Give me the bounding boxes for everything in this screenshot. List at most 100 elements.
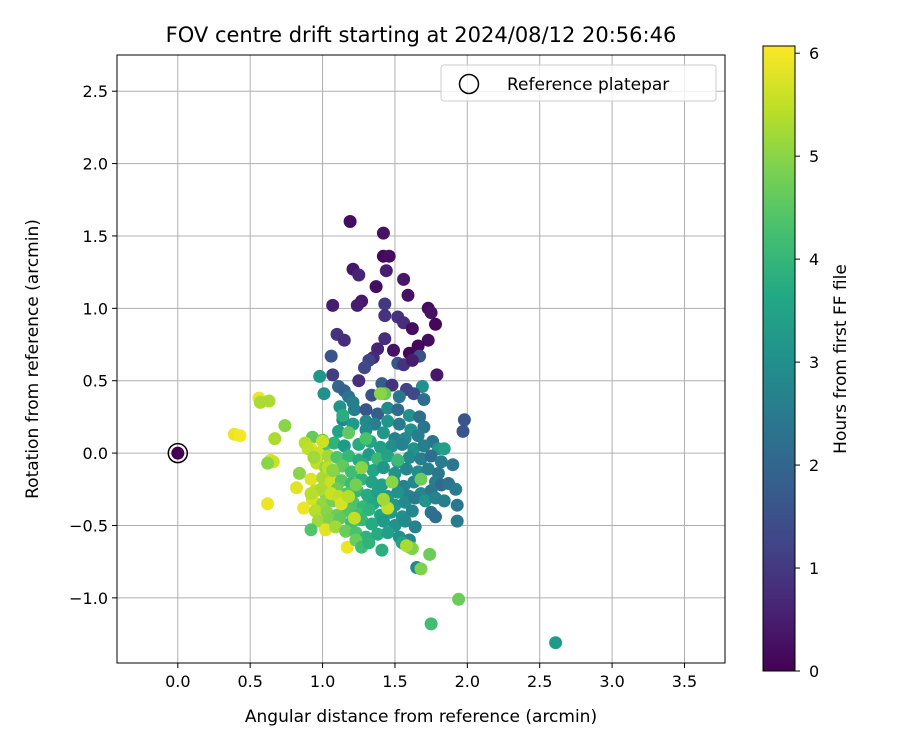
data-point [381, 401, 395, 415]
data-point [429, 317, 442, 331]
data-point [382, 249, 396, 263]
data-point [424, 617, 438, 631]
x-tick-label: 1.5 [382, 672, 407, 691]
data-point [340, 540, 354, 554]
colorbar-tick-label: 1 [809, 559, 819, 578]
data-point [376, 461, 390, 475]
data-point [437, 442, 451, 456]
colorbar-tick-label: 5 [809, 147, 819, 166]
data-point [337, 333, 351, 347]
x-tick-label: 3.5 [672, 672, 697, 691]
data-point [374, 440, 387, 454]
data-point [415, 380, 429, 393]
legend-box [440, 64, 717, 102]
data-point [402, 409, 416, 422]
data-point [376, 226, 390, 240]
data-point [446, 458, 460, 472]
y-tick-label: 0.0 [83, 444, 108, 463]
reference-point-fill [171, 446, 185, 460]
data-point [342, 490, 356, 503]
data-point [397, 272, 411, 286]
data-point [437, 494, 451, 508]
data-point [408, 491, 422, 505]
chart-title: FOV centre drift starting at 2024/08/12 … [166, 23, 677, 47]
data-point [339, 524, 353, 538]
colorbar-tick-label: 3 [809, 353, 819, 372]
data-point [414, 562, 428, 576]
data-point [392, 390, 406, 404]
data-point [332, 424, 345, 438]
data-point [311, 514, 325, 528]
data-point [376, 492, 390, 506]
data-point [387, 343, 400, 357]
data-point [391, 403, 405, 417]
data-point [233, 429, 247, 443]
data-point [319, 523, 332, 537]
y-tick-label: 0.5 [83, 372, 108, 391]
y-tick-label: −0.5 [69, 516, 108, 535]
data-point [297, 501, 311, 515]
data-point [337, 439, 351, 453]
data-point [391, 453, 405, 467]
data-point [429, 510, 442, 524]
data-point [411, 339, 425, 353]
data-point [355, 461, 369, 475]
data-point [278, 419, 292, 433]
data-point [405, 322, 419, 336]
colorbar-tick-label: 0 [809, 662, 819, 681]
data-point [349, 478, 363, 492]
data-points [227, 215, 563, 650]
data-point [359, 432, 373, 446]
data-point [414, 452, 428, 466]
data-point [391, 485, 405, 499]
y-tick-label: 2.5 [83, 82, 108, 101]
data-point [336, 409, 350, 422]
data-point [345, 465, 358, 479]
data-point [378, 297, 392, 311]
data-point [434, 455, 448, 469]
data-point [342, 426, 356, 440]
data-point [417, 393, 431, 406]
data-point [449, 482, 463, 496]
colorbar-tick-label: 2 [809, 456, 819, 475]
data-point [381, 449, 395, 463]
data-point [352, 268, 366, 282]
colorbar: 0 1 2 3 4 5 6 Hours from first FF file [762, 44, 851, 681]
data-point [317, 387, 331, 401]
x-tick-label: 3.0 [599, 672, 624, 691]
x-tick-label: 0.0 [165, 672, 190, 691]
legend-marker-icon [458, 73, 480, 95]
data-point [414, 472, 428, 486]
data-point [358, 361, 371, 375]
reference-point-ring [167, 442, 189, 464]
data-point [347, 511, 361, 525]
reference-point [167, 442, 189, 464]
y-axis-label: Rotation from reference (arcmin) [23, 219, 43, 499]
data-point [347, 403, 361, 417]
data-point [385, 475, 399, 489]
data-point [452, 592, 466, 606]
data-point [421, 333, 435, 347]
data-point [407, 387, 421, 401]
data-point [365, 475, 379, 489]
data-point [371, 527, 385, 541]
y-tick-label: 2.0 [83, 155, 108, 174]
data-point [457, 413, 471, 427]
data-point [378, 309, 392, 323]
legend-label: Reference platepar [507, 75, 669, 95]
data-point [350, 298, 364, 312]
data-point [405, 353, 419, 367]
data-point [371, 407, 385, 421]
colorbar-ticks: 0 1 2 3 4 5 6 [795, 44, 819, 681]
data-point [400, 462, 413, 476]
data-point [262, 394, 276, 408]
data-point [343, 215, 357, 228]
data-point [450, 498, 464, 512]
data-point [290, 481, 303, 495]
x-axis-label: Angular distance from reference (arcmin) [245, 707, 597, 727]
x-tick-label: 2.5 [527, 672, 552, 691]
data-point [424, 449, 438, 463]
data-point [268, 432, 282, 446]
data-point [326, 368, 340, 382]
data-point [398, 495, 412, 509]
